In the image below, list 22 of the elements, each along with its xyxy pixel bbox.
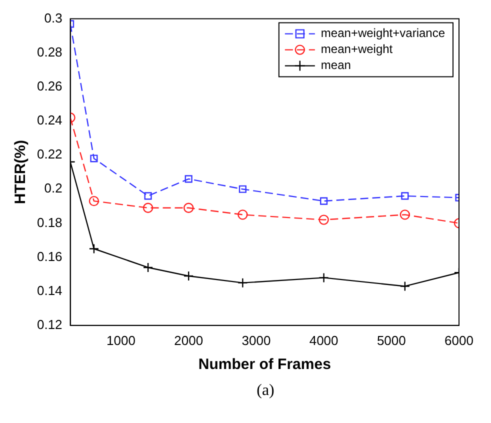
x-tick-label: 6000 [444,332,474,348]
x-tick-label: 3000 [242,332,271,348]
y-tick-label: 0.22 [36,146,62,162]
y-tick-label: 0.3 [44,10,62,26]
y-tick-label: 0.26 [36,78,62,94]
x-tick-label: 4000 [309,332,338,348]
x-tick-label: 1000 [106,332,136,348]
legend-label: mean+weight+variance [320,26,446,40]
legend-label: mean+weight [320,42,394,56]
y-tick-label: 0.16 [36,248,62,264]
text: (a) [256,382,276,400]
y-tick-label: 0.14 [36,282,62,298]
y-axis-title: HTER(%) [12,140,30,204]
y-tick-label: 0.2 [44,180,62,196]
x-axis-title: Number of Frames [198,356,331,374]
x-tick-label: 2000 [174,332,204,348]
x-tick-label: 5000 [376,332,406,348]
y-tick-label: 0.24 [36,112,62,128]
y-tick-label: 0.28 [36,44,62,60]
legend-label: mean [320,58,351,72]
y-tick-label: 0.18 [36,214,62,230]
y-tick-label: 0.12 [36,316,62,332]
